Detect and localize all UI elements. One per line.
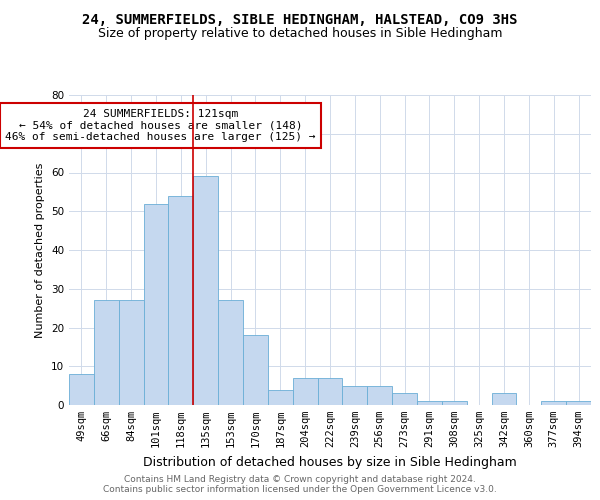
X-axis label: Distribution of detached houses by size in Sible Hedingham: Distribution of detached houses by size …	[143, 456, 517, 468]
Bar	[541, 401, 566, 405]
Bar	[193, 176, 218, 405]
Bar	[442, 401, 467, 405]
Bar	[69, 374, 94, 405]
Bar	[392, 394, 417, 405]
Text: 24 SUMMERFIELDS: 121sqm
← 54% of detached houses are smaller (148)
46% of semi-d: 24 SUMMERFIELDS: 121sqm ← 54% of detache…	[5, 109, 316, 142]
Bar	[417, 401, 442, 405]
Bar	[94, 300, 119, 405]
Bar	[143, 204, 169, 405]
Bar	[317, 378, 343, 405]
Y-axis label: Number of detached properties: Number of detached properties	[35, 162, 46, 338]
Text: Size of property relative to detached houses in Sible Hedingham: Size of property relative to detached ho…	[98, 28, 502, 40]
Bar	[119, 300, 143, 405]
Bar	[343, 386, 367, 405]
Bar	[367, 386, 392, 405]
Bar	[243, 335, 268, 405]
Bar	[293, 378, 317, 405]
Bar	[218, 300, 243, 405]
Text: Contains HM Land Registry data © Crown copyright and database right 2024.
Contai: Contains HM Land Registry data © Crown c…	[103, 474, 497, 494]
Bar	[169, 196, 193, 405]
Bar	[491, 394, 517, 405]
Bar	[566, 401, 591, 405]
Text: 24, SUMMERFIELDS, SIBLE HEDINGHAM, HALSTEAD, CO9 3HS: 24, SUMMERFIELDS, SIBLE HEDINGHAM, HALST…	[82, 12, 518, 26]
Bar	[268, 390, 293, 405]
